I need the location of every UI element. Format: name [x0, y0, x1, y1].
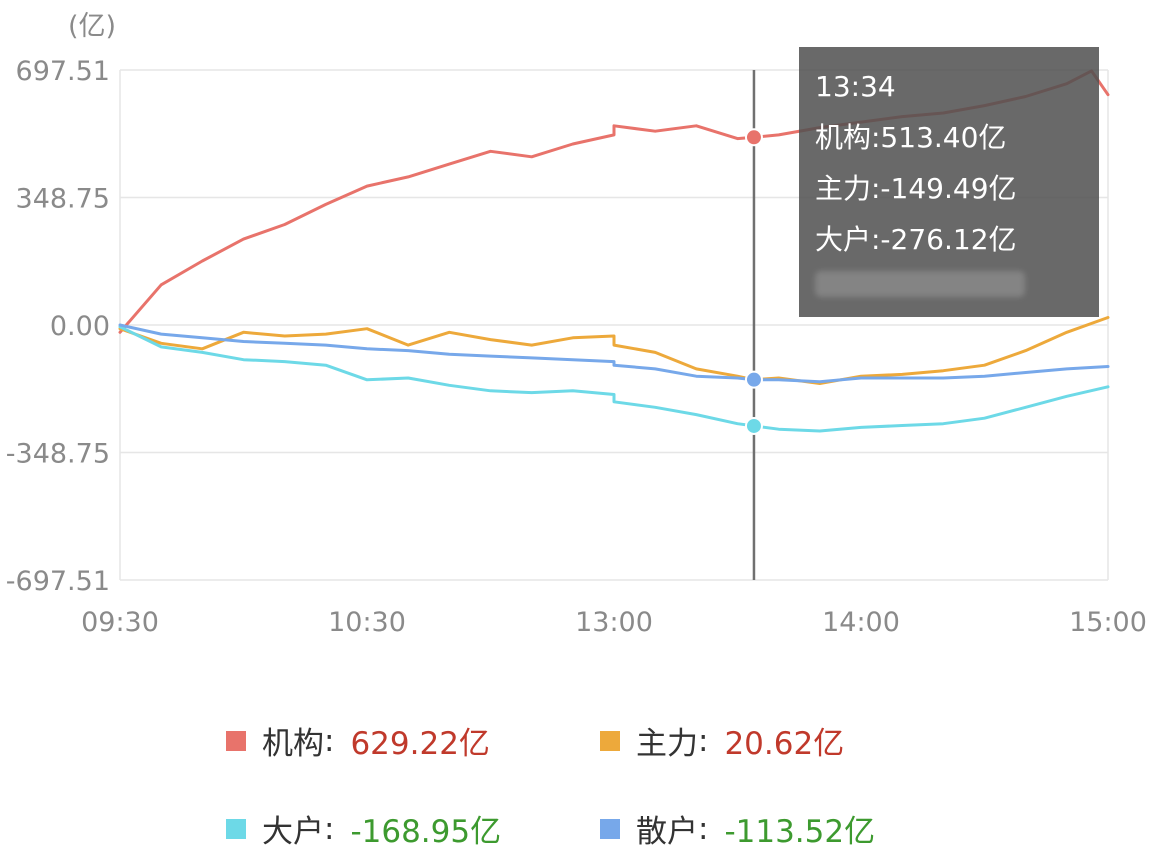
crosshair-marker-2 [744, 416, 763, 435]
crosshair-marker-0 [744, 128, 763, 147]
tooltip-blurred-line [815, 271, 1025, 297]
x-tick-label: 09:30 [81, 607, 159, 638]
x-tick-label: 13:00 [575, 607, 653, 638]
crosshair-marker-3 [744, 370, 763, 389]
x-tick-label: 15:00 [1069, 607, 1147, 638]
y-tick-label: 697.51 [16, 56, 110, 87]
y-tick-label: -697.51 [6, 566, 110, 597]
y-tick-label: -348.75 [6, 438, 110, 469]
tooltip: 13:34 机构:513.40亿 主力:-149.49亿 大户:-276.12亿 [799, 47, 1099, 317]
series-line-1 [118, 316, 1110, 385]
x-tick-label: 14:00 [822, 607, 900, 638]
tooltip-time: 13:34 [815, 70, 896, 103]
series-line-2 [118, 325, 1110, 433]
y-tick-label: 348.75 [16, 184, 110, 215]
x-tick-label: 10:30 [328, 607, 406, 638]
tooltip-line-dahu: 大户:-276.12亿 [815, 223, 1017, 256]
series-line-3 [118, 323, 1110, 384]
y-tick-label: 0.00 [50, 311, 110, 342]
tooltip-line-jigou: 机构:513.40亿 [815, 121, 1007, 154]
y-unit-label: (亿) [68, 11, 116, 42]
tooltip-line-zhuli: 主力:-149.49亿 [815, 172, 1017, 205]
